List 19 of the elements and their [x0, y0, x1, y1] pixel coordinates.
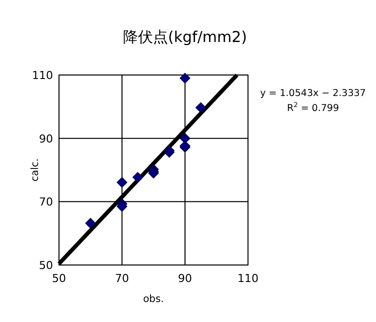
x-axis-title: obs.	[143, 294, 164, 305]
point	[116, 177, 128, 188]
x-tick-label: 50	[52, 272, 66, 285]
y-tick-label: 70	[39, 196, 53, 209]
y-tick-label: 110	[32, 69, 53, 82]
chart-title: 降伏点(kgf/mm2)	[122, 28, 248, 46]
point	[116, 201, 128, 212]
point	[195, 102, 206, 113]
y-tick-label: 90	[39, 132, 53, 146]
point	[132, 172, 144, 183]
text: R$^{2}$ = 0.799	[286, 101, 340, 114]
text: y = 1.0543x − 2.3337	[260, 88, 366, 99]
x-tick-label: 90	[178, 272, 192, 285]
point	[85, 218, 96, 228]
point	[180, 72, 190, 84]
y-tick-label: 50	[39, 259, 53, 272]
y-axis-title: calc.	[30, 158, 41, 182]
x-tick-label: 70	[115, 272, 129, 285]
x-tick-label: 110	[238, 272, 258, 285]
